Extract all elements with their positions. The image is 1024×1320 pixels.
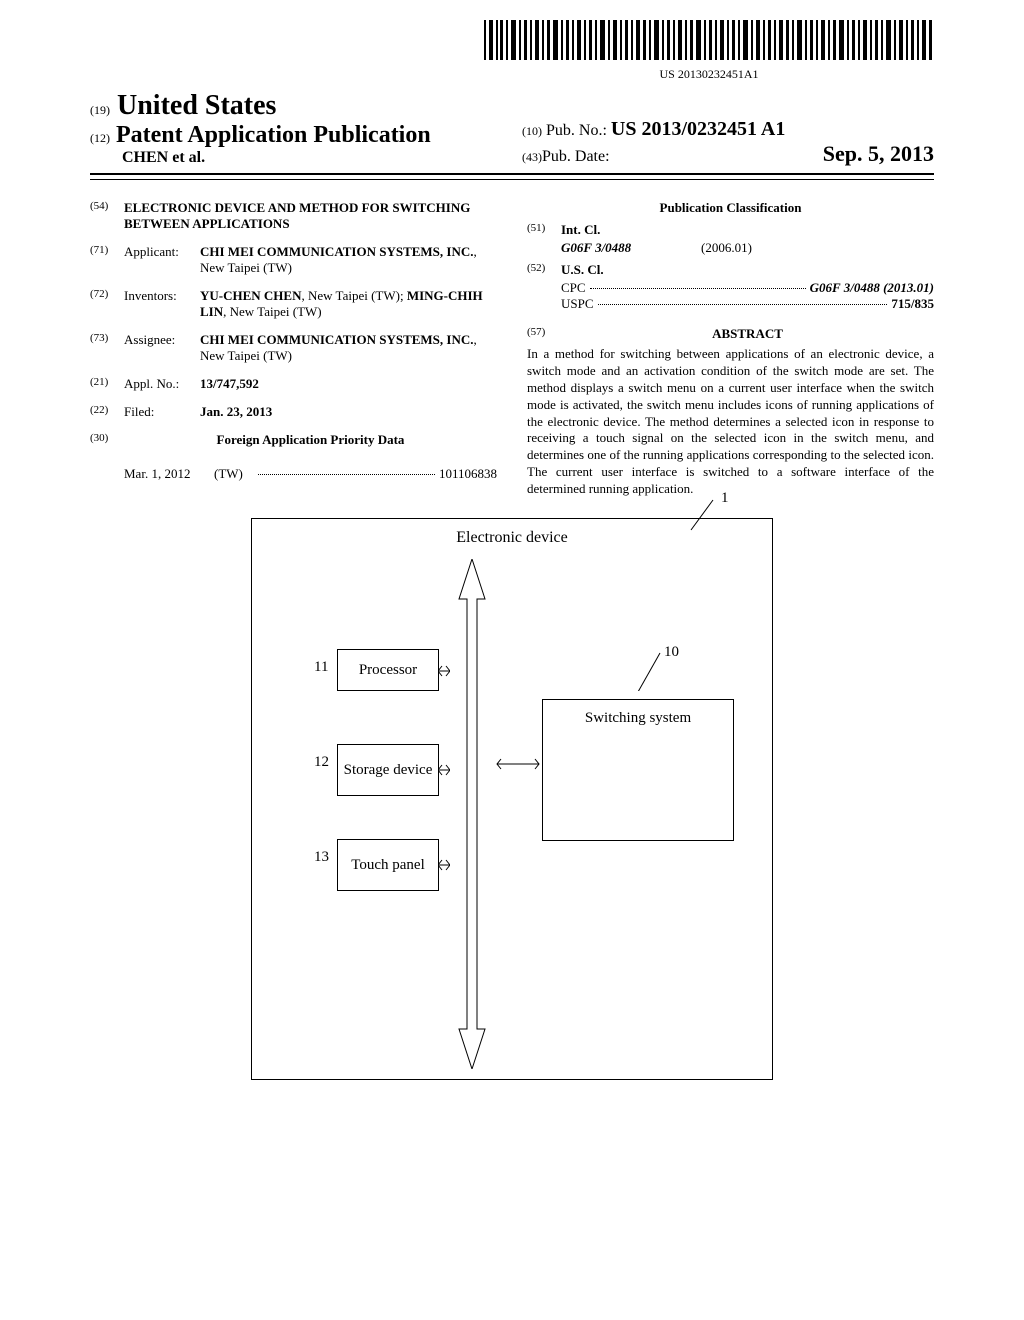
priority-heading: Foreign Application Priority Data: [124, 432, 497, 448]
assignee-value: CHI MEI COMMUNICATION SYSTEMS, INC., New…: [200, 332, 497, 364]
intcl-row: G06F 3/0488 (2006.01): [561, 240, 934, 256]
appl-no-code: (21): [90, 376, 124, 392]
invention-title: ELECTRONIC DEVICE AND METHOD FOR SWITCHI…: [124, 200, 497, 232]
country-code: (19): [90, 103, 110, 117]
switching-ref: 10: [664, 644, 679, 661]
intcl-year: (2006.01): [701, 240, 752, 256]
abstract-code: (57): [527, 326, 561, 342]
storage-block: Storage device: [337, 744, 439, 796]
bus-switching-connector: [495, 757, 541, 771]
assignee-code: (73): [90, 332, 124, 364]
intcl-label: Int. Cl.: [561, 222, 600, 237]
electronic-device-diagram: Electronic device Processor 11 Stor: [251, 518, 773, 1080]
barcode-graphic: [484, 20, 934, 60]
intcl-class: G06F 3/0488: [561, 240, 631, 255]
inventors-code: (72): [90, 288, 124, 320]
intcl-code: (51): [527, 222, 561, 238]
priority-country: (TW): [214, 466, 254, 482]
title-code: (54): [90, 200, 124, 232]
left-column: (54) ELECTRONIC DEVICE AND METHOD FOR SW…: [90, 200, 497, 498]
diagram-title: Electronic device: [252, 529, 772, 547]
storage-ref: 12: [314, 754, 329, 771]
header: (19) United States (12) Patent Applicati…: [90, 90, 934, 175]
pub-type-code: (12): [90, 131, 110, 145]
priority-data: Mar. 1, 2012 (TW) 101106838: [124, 466, 497, 482]
processor-block: Processor: [337, 649, 439, 691]
barcode-label: US 20130232451A1: [484, 67, 934, 82]
inventors-label: Inventors:: [124, 288, 200, 320]
priority-number: 101106838: [439, 466, 497, 482]
uscl-label: U.S. Cl.: [561, 262, 604, 277]
uscl-code: (52): [527, 262, 561, 278]
country-name: United States: [117, 90, 276, 121]
cpc-value: G06F 3/0488 (2013.01): [810, 280, 934, 295]
pub-date-value: Sep. 5, 2013: [823, 141, 934, 167]
appl-no-label: Appl. No.:: [124, 376, 200, 392]
device-ref: 1: [721, 490, 729, 507]
touch-ref: 13: [314, 849, 329, 866]
switching-system-block: Switching system: [542, 699, 734, 841]
abstract-text: In a method for switching between applic…: [527, 346, 934, 498]
touch-panel-block: Touch panel: [337, 839, 439, 891]
pub-no-code: (10): [522, 124, 542, 138]
applicant-label: Applicant:: [124, 244, 200, 276]
applicant-value: CHI MEI COMMUNICATION SYSTEMS, INC., New…: [200, 244, 497, 276]
priority-date: Mar. 1, 2012: [124, 466, 214, 482]
uspc-row: USPC 715/835: [561, 296, 934, 312]
appl-no-value: 13/747,592: [200, 376, 497, 392]
filed-label: Filed:: [124, 404, 200, 420]
assignee-label: Assignee:: [124, 332, 200, 364]
priority-code: (30): [90, 432, 124, 454]
cpc-row: CPC G06F 3/0488 (2013.01): [561, 280, 934, 296]
filed-code: (22): [90, 404, 124, 420]
cpc-label: CPC: [561, 280, 586, 296]
uspc-value: 715/835: [891, 296, 934, 311]
applicant-code: (71): [90, 244, 124, 276]
touch-connector: [438, 858, 450, 872]
inventors-value: YU-CHEN CHEN, New Taipei (TW); MING-CHIH…: [200, 288, 497, 320]
right-column: Publication Classification (51) Int. Cl.…: [527, 200, 934, 498]
abstract-heading: ABSTRACT: [561, 326, 934, 342]
pub-no-label: Pub. No.:: [546, 122, 607, 139]
processor-connector: [438, 664, 450, 678]
authors: CHEN et al.: [122, 149, 502, 167]
bus-arrow: [447, 559, 497, 1069]
barcode-section: US 20130232451A1: [90, 20, 934, 82]
bibliographic-data: (54) ELECTRONIC DEVICE AND METHOD FOR SW…: [90, 200, 934, 498]
pub-date-code: (43): [522, 150, 542, 165]
classification-heading: Publication Classification: [527, 200, 934, 216]
uspc-label: USPC: [561, 296, 594, 312]
storage-connector: [438, 763, 450, 777]
pub-date-label: Pub. Date:: [542, 148, 610, 166]
processor-ref: 11: [314, 659, 328, 676]
filed-value: Jan. 23, 2013: [200, 404, 497, 420]
pub-type: Patent Application Publication: [116, 122, 431, 148]
pub-no-value: US 2013/0232451 A1: [611, 118, 785, 140]
figure-container: 1 Electronic device Processor 11: [90, 518, 934, 1080]
